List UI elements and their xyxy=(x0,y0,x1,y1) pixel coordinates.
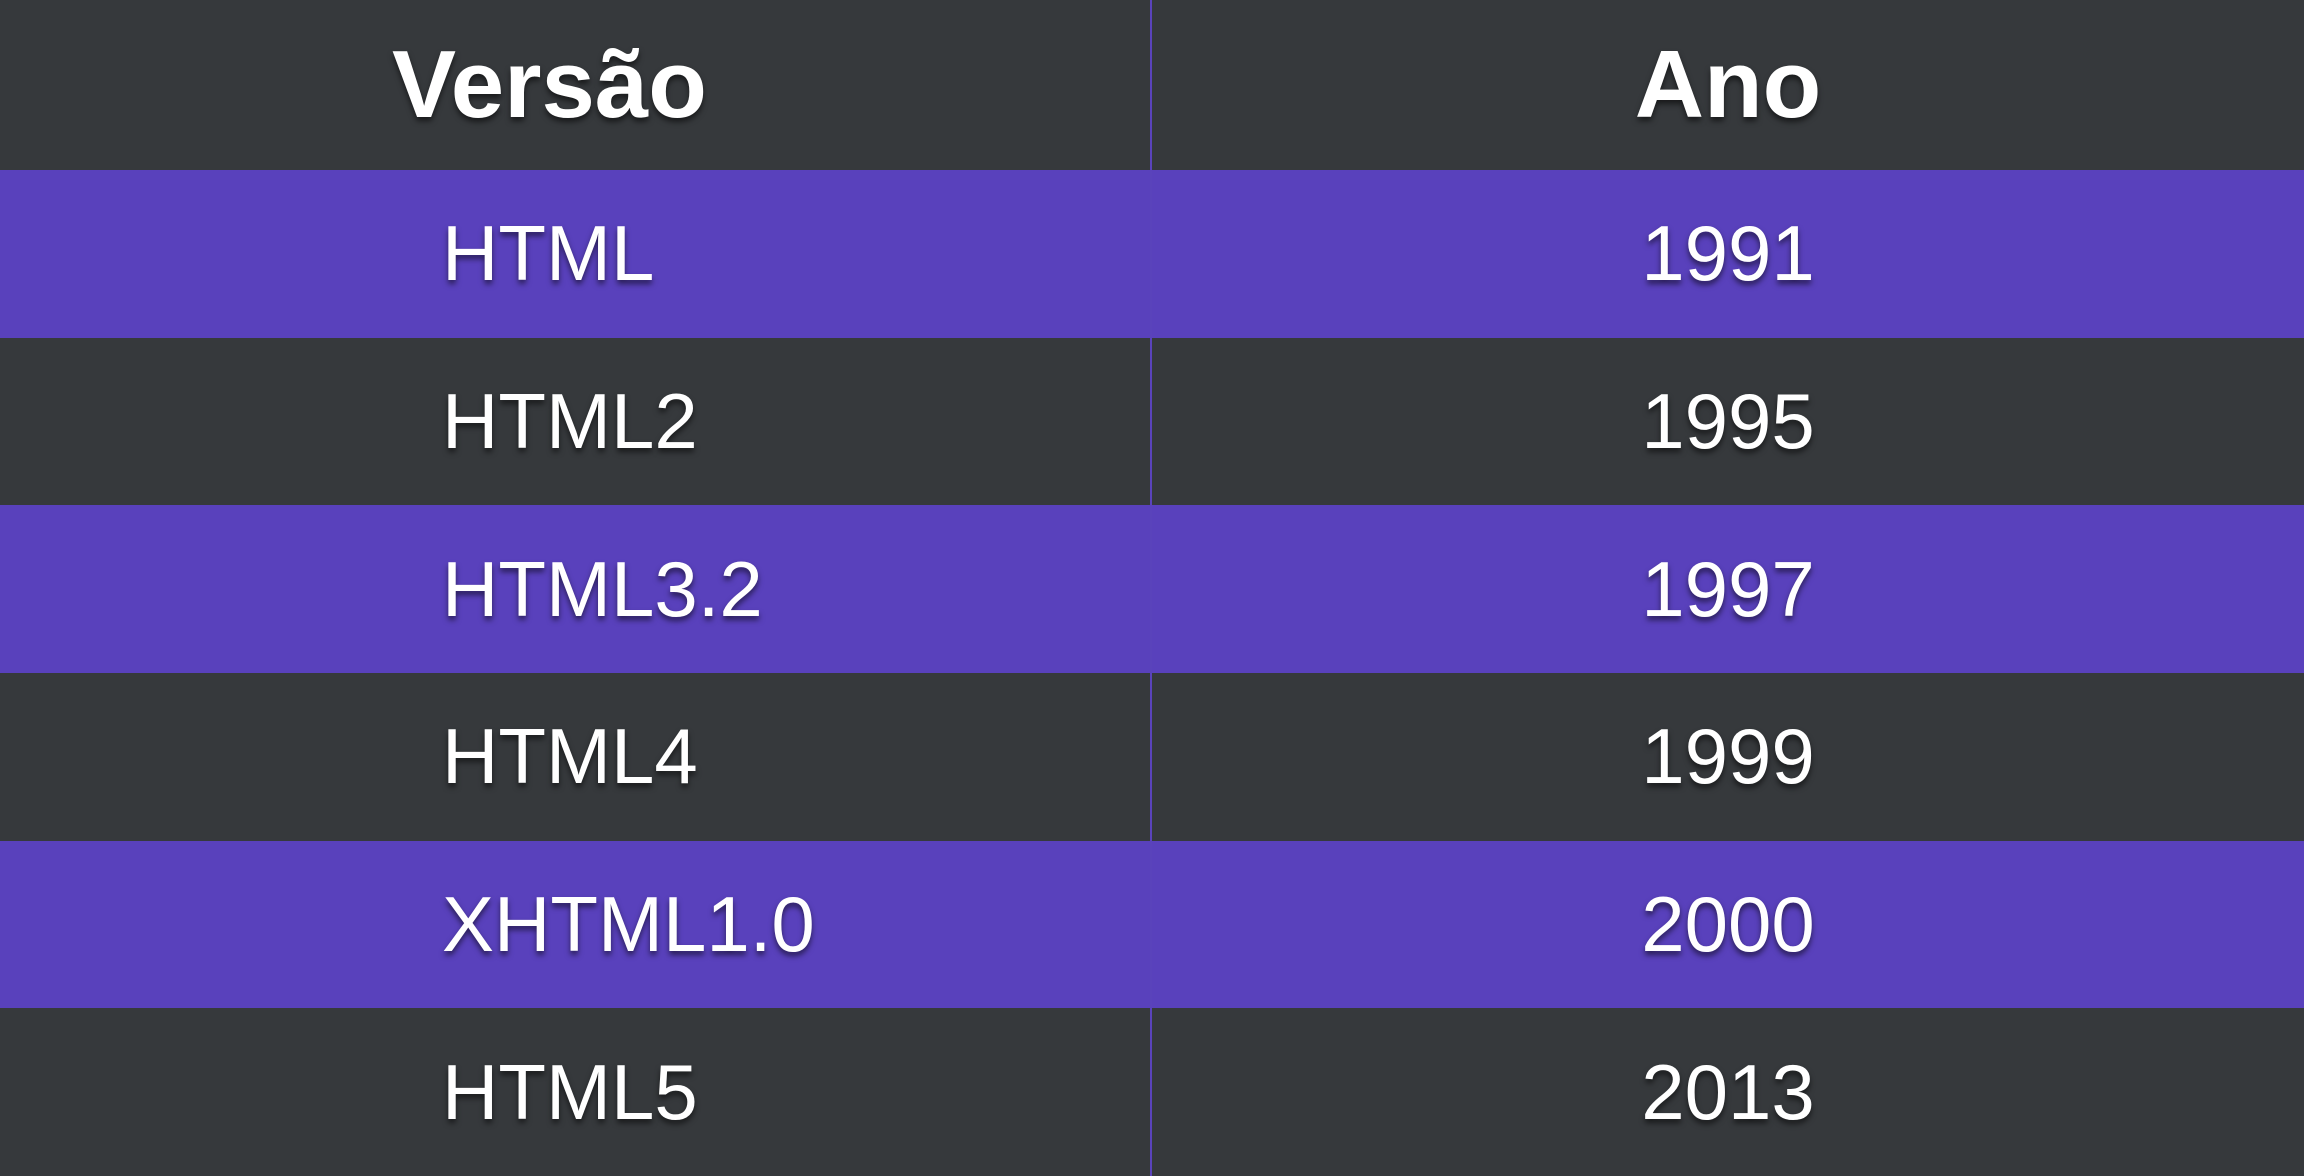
table-row-year: 1999 xyxy=(1152,673,2304,841)
table-row-version: HTML2 xyxy=(0,337,1152,506)
table-row-version: XHTML1.0 xyxy=(0,840,1152,1009)
table-row-version: HTML3.2 xyxy=(0,505,1152,673)
table-row-year: 1997 xyxy=(1152,505,2304,673)
table-row-version: HTML5 xyxy=(0,1008,1152,1176)
table-row-year: 1995 xyxy=(1152,337,2304,506)
header-year: Ano xyxy=(1152,0,2304,170)
header-version: Versão xyxy=(0,0,1152,170)
table-row-version: HTML xyxy=(0,170,1152,338)
table-row-year: 2013 xyxy=(1152,1008,2304,1176)
table-row-version: HTML4 xyxy=(0,673,1152,841)
table-row-year: 1991 xyxy=(1152,170,2304,338)
table-row-year: 2000 xyxy=(1152,840,2304,1009)
